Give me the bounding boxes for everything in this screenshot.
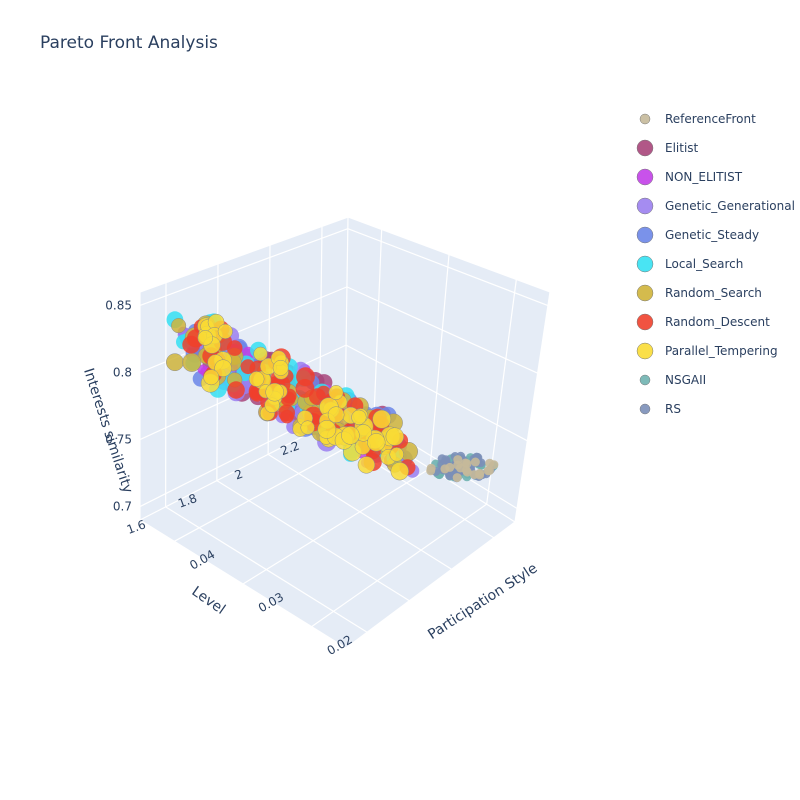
- point-layer: [166, 311, 499, 483]
- legend-marker-icon: [625, 225, 665, 245]
- legend-item[interactable]: Genetic_Generational: [625, 191, 795, 220]
- point-parallel-tempering: [253, 346, 268, 362]
- point-referencefront: [440, 464, 450, 474]
- legend-label: RS: [665, 401, 681, 416]
- point-parallel-tempering: [214, 359, 232, 377]
- legend-item[interactable]: NSGAII: [625, 365, 795, 394]
- point-parallel-tempering: [328, 385, 344, 400]
- z-gridline: [139, 228, 349, 306]
- z-tick-label: 0.85: [105, 298, 132, 312]
- point-parallel-tempering: [385, 427, 404, 446]
- legend-item[interactable]: Random_Descent: [625, 307, 795, 336]
- point-parallel-tempering: [341, 426, 360, 445]
- point-parallel-tempering: [248, 371, 265, 387]
- z-tick-label: 0.75: [105, 433, 132, 447]
- y-axis-title: Level: [189, 584, 228, 618]
- point-referencefront: [453, 455, 463, 465]
- point-parallel-tempering: [327, 406, 345, 424]
- y-tick-label: 1.6: [125, 517, 148, 537]
- point-referencefront: [452, 473, 462, 483]
- pane-edge: [344, 216, 349, 416]
- legend-label: ReferenceFront: [665, 111, 756, 126]
- legend-item[interactable]: NON_ELITIST: [625, 162, 795, 191]
- legend-marker-icon: [625, 138, 665, 158]
- point-referencefront: [484, 466, 494, 476]
- point-random-descent: [296, 367, 315, 387]
- y-tick-label: 1.8: [176, 491, 199, 511]
- point-rs: [441, 455, 451, 465]
- point-parallel-tempering: [272, 359, 289, 376]
- x-gridline: [311, 503, 488, 628]
- z-tick-label: 0.8: [113, 365, 132, 379]
- point-parallel-tempering: [300, 420, 315, 435]
- legend-label: Random_Descent: [665, 314, 770, 329]
- legend-label: Random_Search: [665, 285, 762, 300]
- legend-label: Parallel_Tempering: [665, 343, 778, 358]
- legend-label: Elitist: [665, 140, 699, 155]
- legend-marker-icon: [625, 283, 665, 303]
- legend-item[interactable]: RS: [625, 394, 795, 423]
- legend-label: Local_Search: [665, 256, 744, 271]
- legend-label: NON_ELITIST: [665, 169, 743, 184]
- legend-marker-icon: [625, 254, 665, 274]
- point-parallel-tempering: [197, 330, 214, 346]
- point-parallel-tempering: [203, 369, 220, 386]
- legend-label: Genetic_Steady: [665, 227, 760, 242]
- legend-marker-icon: [625, 341, 665, 361]
- point-random-search: [182, 352, 202, 372]
- point-random-descent: [227, 381, 245, 399]
- point-parallel-tempering: [351, 409, 367, 425]
- point-parallel-tempering: [372, 409, 392, 429]
- x-gridline: [372, 229, 383, 433]
- legend: ReferenceFront Elitist NON_ELITIST Genetic_…: [625, 104, 795, 423]
- x-gridline: [242, 467, 431, 585]
- point-parallel-tempering: [367, 433, 386, 452]
- x-gridline: [429, 254, 450, 469]
- legend-label: Genetic_Generational: [665, 198, 795, 213]
- pane-edge: [514, 291, 551, 523]
- point-parallel-tempering: [217, 323, 233, 339]
- legend-item[interactable]: Elitist: [625, 133, 795, 162]
- point-referencefront: [455, 463, 465, 473]
- point-random-descent: [182, 335, 201, 354]
- point-parallel-tempering: [390, 462, 409, 481]
- legend-marker-icon: [625, 167, 665, 187]
- point-random-descent: [280, 409, 294, 424]
- point-parallel-tempering: [317, 420, 337, 439]
- chart-title: Pareto Front Analysis: [40, 33, 218, 53]
- point-random-search: [166, 353, 184, 372]
- legend-marker-icon: [625, 370, 665, 390]
- point-parallel-tempering: [389, 447, 404, 462]
- y-tick-label: 2.2: [279, 439, 302, 459]
- point-parallel-tempering: [357, 456, 376, 474]
- z-axis-title: Interests similarity: [80, 366, 135, 495]
- point-referencefront: [470, 457, 480, 467]
- point-parallel-tempering: [265, 382, 284, 402]
- y-tick-label: 2: [233, 467, 245, 483]
- z-tick-label: 0.7: [113, 500, 132, 514]
- legend-marker-icon: [625, 109, 665, 129]
- legend-item[interactable]: ReferenceFront: [625, 104, 795, 133]
- legend-label: NSGAII: [665, 372, 707, 387]
- legend-item[interactable]: Parallel_Tempering: [625, 336, 795, 365]
- point-referencefront: [475, 468, 485, 478]
- pane-edge: [345, 521, 516, 649]
- pane-edge: [139, 216, 349, 293]
- legend-item[interactable]: Random_Search: [625, 278, 795, 307]
- legend-item[interactable]: Genetic_Steady: [625, 220, 795, 249]
- x-gridline: [174, 432, 374, 542]
- point-referencefront: [426, 463, 436, 473]
- legend-marker-icon: [625, 312, 665, 332]
- legend-marker-icon: [625, 196, 665, 216]
- point-random-search: [171, 318, 187, 334]
- legend-item[interactable]: Local_Search: [625, 249, 795, 278]
- legend-marker-icon: [625, 399, 665, 419]
